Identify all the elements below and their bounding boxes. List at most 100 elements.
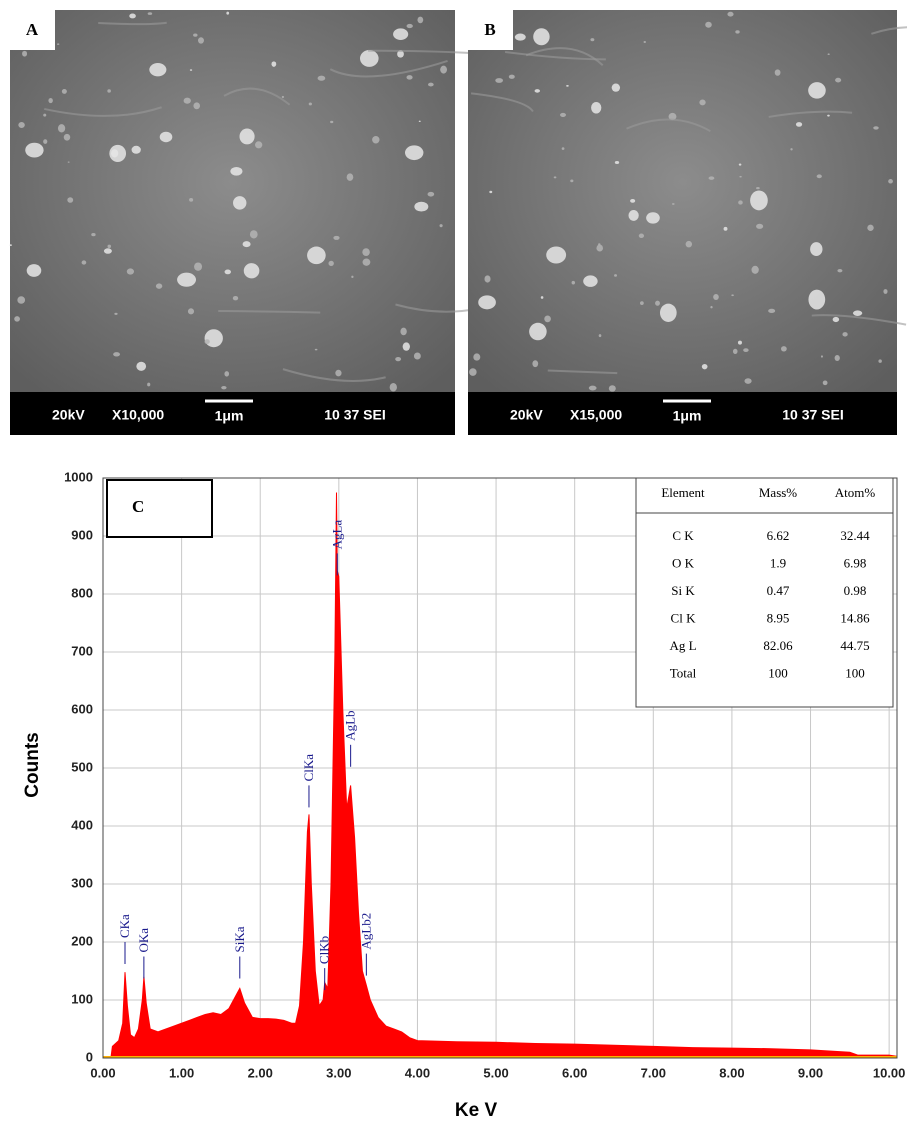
particle — [107, 89, 111, 92]
particle — [9, 244, 11, 246]
table-cell: Ag L — [669, 638, 696, 653]
instrument-info: 10 37 SEI — [782, 407, 844, 423]
particle — [414, 352, 421, 359]
particle — [239, 129, 254, 145]
particle — [599, 334, 602, 337]
particle — [14, 316, 20, 322]
particle — [628, 210, 638, 221]
particle — [111, 149, 118, 157]
particle — [590, 38, 594, 41]
x-tick-label: 2.00 — [248, 1065, 273, 1080]
particle — [189, 198, 193, 202]
table-cell: Total — [670, 665, 697, 680]
particle — [64, 134, 71, 141]
particle — [244, 263, 260, 278]
particle — [837, 269, 842, 272]
table-cell: 100 — [845, 665, 865, 680]
particle — [554, 176, 557, 178]
particle — [640, 301, 644, 305]
particle — [333, 236, 339, 240]
y-axis-title: Counts — [22, 732, 43, 797]
particle — [149, 63, 166, 76]
particle — [205, 329, 223, 347]
particle — [750, 191, 768, 211]
particle — [533, 28, 549, 45]
particle — [560, 113, 566, 117]
particle — [710, 306, 712, 309]
table-cell: Cl K — [671, 610, 697, 625]
instrument-info: 10 37 SEI — [324, 407, 386, 423]
table-cell: 14.86 — [840, 610, 870, 625]
table-cell: 6.98 — [844, 555, 867, 570]
particle — [768, 309, 775, 313]
particle — [113, 352, 120, 356]
particle — [572, 281, 575, 285]
particle — [205, 339, 210, 344]
particle — [440, 224, 443, 227]
particle — [686, 241, 692, 248]
particle — [484, 275, 490, 282]
particle — [821, 355, 823, 357]
particle — [225, 269, 231, 274]
particle — [823, 380, 828, 385]
particle — [835, 78, 841, 83]
particle — [731, 294, 734, 296]
table-cell: 32.44 — [840, 528, 870, 543]
particle — [738, 341, 742, 345]
peak-label: ClKa — [301, 754, 316, 782]
particle — [193, 102, 200, 109]
particle — [724, 227, 728, 231]
particle — [428, 83, 434, 87]
particle — [282, 96, 284, 98]
particle — [362, 248, 369, 256]
particle — [315, 349, 318, 351]
particle — [405, 145, 423, 160]
particle — [817, 174, 822, 178]
particle — [414, 202, 428, 212]
peak-label: OKa — [136, 928, 151, 953]
particle — [360, 50, 379, 67]
particle — [612, 84, 620, 92]
particle — [699, 100, 705, 106]
particle — [393, 28, 408, 40]
particle — [489, 191, 492, 193]
particle — [330, 121, 333, 123]
particle — [672, 203, 675, 205]
particle — [107, 245, 111, 248]
particle — [148, 12, 152, 15]
particle — [224, 371, 229, 376]
particle — [739, 163, 742, 165]
particle — [495, 78, 503, 83]
y-tick-label: 500 — [71, 759, 93, 774]
particle — [406, 75, 412, 79]
particle — [733, 349, 738, 354]
particle — [18, 122, 25, 128]
x-tick-label: 8.00 — [719, 1065, 744, 1080]
y-tick-label: 200 — [71, 933, 93, 948]
panel-label: C — [132, 497, 144, 516]
y-tick-label: 300 — [71, 875, 93, 890]
particle — [775, 69, 781, 75]
panel-label: B — [484, 20, 495, 39]
particle — [596, 245, 603, 252]
peak-label: ClKb — [317, 936, 332, 964]
particle — [419, 121, 421, 122]
table-cell: 0.98 — [844, 583, 867, 598]
particle — [25, 143, 43, 158]
particle — [478, 295, 496, 309]
y-tick-label: 900 — [71, 527, 93, 542]
particle — [751, 266, 758, 274]
particle — [307, 247, 326, 265]
figure: A20kVX10,0001μm10 37 SEIB20kVX15,0001μm1… — [0, 0, 907, 1128]
particle — [82, 260, 87, 264]
peak-label: AgLb — [343, 710, 358, 740]
particle — [810, 242, 822, 256]
particle — [828, 53, 830, 55]
particle — [529, 323, 547, 340]
particle — [583, 275, 597, 286]
particle — [48, 98, 52, 103]
table-header: Atom% — [835, 485, 876, 500]
particle — [17, 296, 25, 303]
particle — [615, 161, 619, 164]
particle — [660, 304, 677, 322]
